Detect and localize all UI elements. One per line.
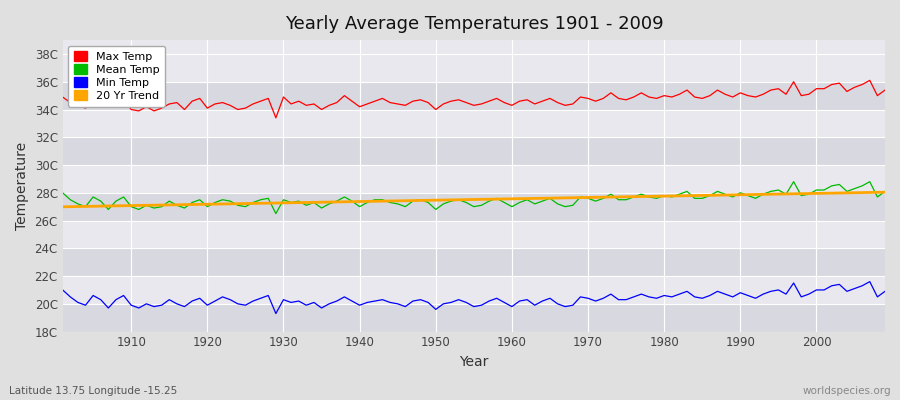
- X-axis label: Year: Year: [459, 355, 489, 369]
- Bar: [63, 304, 885, 332]
- Title: Yearly Average Temperatures 1901 - 2009: Yearly Average Temperatures 1901 - 2009: [284, 15, 663, 33]
- Legend: Max Temp, Mean Temp, Min Temp, 20 Yr Trend: Max Temp, Mean Temp, Min Temp, 20 Yr Tre…: [68, 46, 166, 106]
- Bar: [63, 220, 885, 248]
- Y-axis label: Temperature: Temperature: [15, 142, 29, 230]
- Text: Latitude 13.75 Longitude -15.25: Latitude 13.75 Longitude -15.25: [9, 386, 177, 396]
- Bar: [63, 54, 885, 82]
- Bar: [63, 137, 885, 165]
- Bar: [63, 248, 885, 276]
- Bar: [63, 276, 885, 304]
- Bar: [63, 165, 885, 193]
- Bar: [63, 82, 885, 110]
- Bar: [63, 193, 885, 220]
- Bar: [63, 110, 885, 137]
- Text: worldspecies.org: worldspecies.org: [803, 386, 891, 396]
